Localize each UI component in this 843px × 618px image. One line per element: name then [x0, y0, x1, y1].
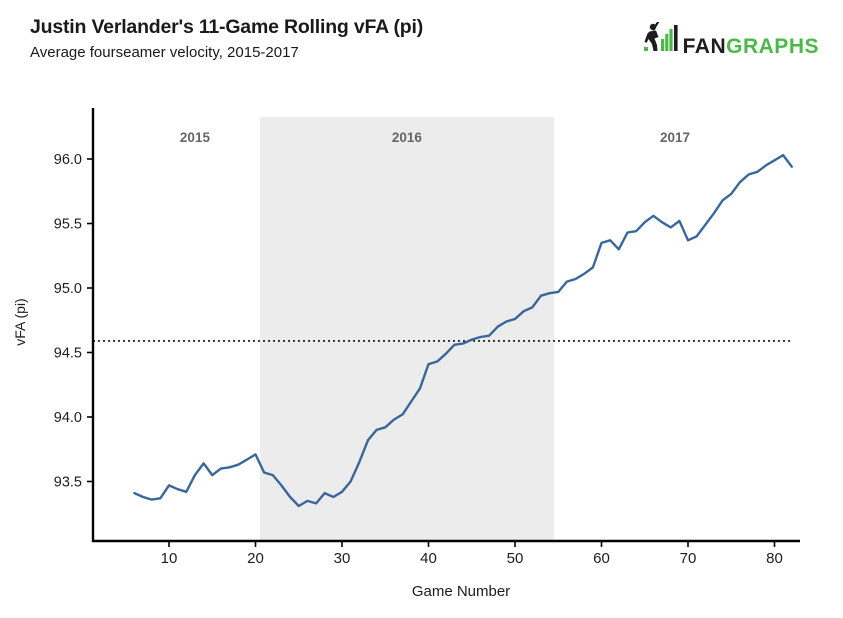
x-tick-label: 30 — [334, 550, 351, 567]
season-label-2017: 2017 — [660, 130, 690, 145]
x-tick-label: 40 — [420, 550, 437, 567]
rolling-vfa-line-series — [133, 153, 793, 508]
fangraphs-wordmark: FANGRAPHS — [683, 36, 819, 57]
y-tick-label: 95.5 — [54, 217, 82, 233]
x-tick-label: 60 — [593, 550, 610, 567]
logo-graphs-text: GRAPHS — [726, 35, 819, 58]
y-tick-label: 96.0 — [54, 152, 82, 168]
chart-subtitle: Average fourseamer velocity, 2015-2017 — [30, 44, 299, 61]
y-tick-label: 94.5 — [54, 346, 82, 362]
season-2016-shaded-band — [259, 117, 554, 541]
y-tick-label: 94.0 — [54, 410, 82, 426]
season-label-2015: 2015 — [180, 130, 211, 145]
season-label-2016: 2016 — [392, 130, 423, 145]
y-tick-label: 93.5 — [54, 475, 82, 491]
x-axis-title: Game Number — [412, 583, 510, 600]
y-tick-label: 95.0 — [54, 281, 82, 297]
chart-header: Justin Verlander's 11-Game Rolling vFA (… — [30, 16, 423, 61]
x-tick-label: 70 — [680, 550, 697, 567]
logo-fan-text: FAN — [682, 35, 727, 58]
x-tick-label: 20 — [247, 550, 264, 567]
fangraphs-batter-icon — [643, 21, 678, 57]
y-axis-title: vFA (pi) — [12, 298, 28, 345]
chart-title: Justin Verlander's 11-Game Rolling vFA (… — [30, 16, 424, 38]
x-tick-label: 80 — [766, 550, 783, 567]
x-tick-label: 50 — [507, 550, 524, 567]
fangraphs-logo: FANGRAPHS — [643, 21, 819, 57]
x-tick-label: 10 — [161, 550, 178, 567]
